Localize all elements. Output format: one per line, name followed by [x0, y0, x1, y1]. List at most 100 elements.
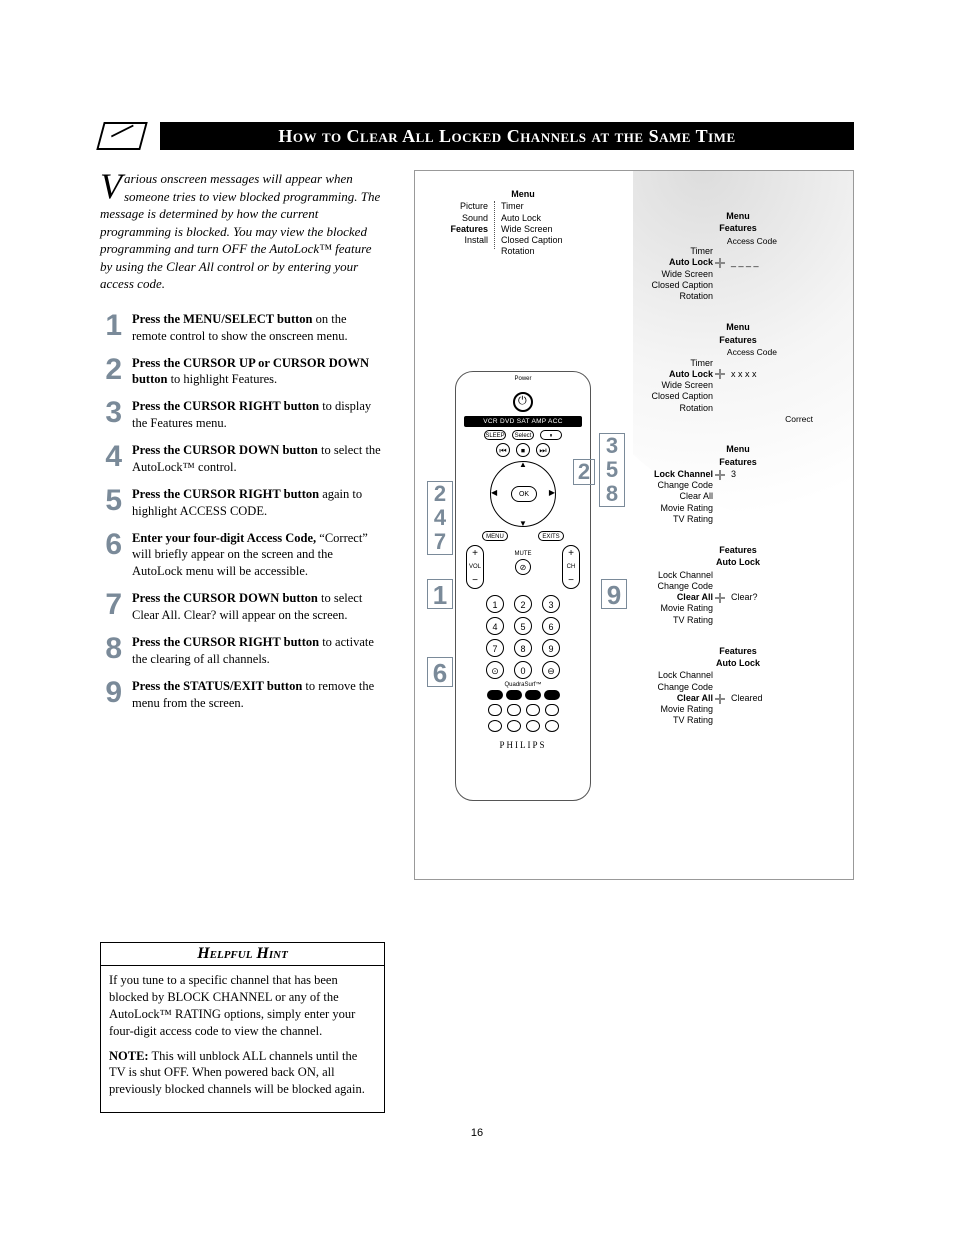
osd-item: Movie Rating [643, 603, 713, 614]
step-1: 1 Press the MENU/SELECT button on the re… [100, 311, 384, 345]
swap-button[interactable] [526, 704, 540, 716]
step-number: 3 [100, 398, 122, 428]
color-btn-4[interactable] [544, 690, 560, 700]
page-title: How to Clear All Locked Channels at the … [160, 122, 854, 150]
stop-button[interactable]: ⏹ [516, 443, 530, 457]
menu-button[interactable]: MENU [482, 531, 508, 541]
keypad-8[interactable]: 8 [514, 639, 532, 657]
freeze-button[interactable] [507, 704, 521, 716]
step-5: 5 Press the CURSOR RIGHT button again to… [100, 486, 384, 520]
osd-item: TV Rating [643, 615, 713, 626]
prev-button[interactable]: ⏮ [496, 443, 510, 457]
keypad-3[interactable]: 3 [542, 595, 560, 613]
cursor-down[interactable]: ▼ [519, 519, 527, 528]
volume-rocker[interactable]: +VOL− [466, 545, 484, 589]
osd-row: Change Code [643, 480, 833, 491]
extra-3[interactable] [526, 720, 540, 732]
intro-text: arious onscreen messages will appear whe… [100, 171, 380, 291]
keypad-⊖[interactable]: ⊖ [542, 661, 560, 679]
osd-row: Clear All Clear? [643, 592, 833, 603]
keypad-4[interactable]: 4 [486, 617, 504, 635]
osd-title2: Features [643, 457, 833, 468]
osd-item: Auto Lock [643, 257, 713, 268]
extra-4[interactable] [545, 720, 559, 732]
osd-title1: Menu [643, 322, 833, 333]
osd-item: Lock Channel [643, 469, 713, 480]
color-btn-2[interactable] [506, 690, 522, 700]
step-number: 1 [100, 311, 122, 341]
menu-item: Wide Screen [501, 224, 591, 235]
osd-item: Clear All [643, 491, 713, 502]
dropcap: V [100, 170, 124, 200]
left-column: Various onscreen messages will appear wh… [100, 170, 384, 880]
cursor-left[interactable]: ◀ [491, 488, 497, 497]
menu-exit-row: MENU EXITS [456, 531, 590, 541]
hint-p1: If you tune to a specific channel that h… [109, 972, 376, 1040]
color-btn-3[interactable] [525, 690, 541, 700]
callout-9: 9 [601, 579, 627, 609]
keypad-2[interactable]: 2 [514, 595, 532, 613]
cursor-up[interactable]: ▲ [519, 460, 527, 469]
mute-label: MUTE [515, 551, 532, 557]
pause-button[interactable]: ⏸ [540, 430, 562, 440]
menu-item: Rotation [501, 246, 591, 257]
osd-screen: Menu Features Access Code Timer Auto Loc… [643, 211, 833, 302]
osd-item: TV Rating [643, 715, 713, 726]
helpful-hint-box: Helpful Hint If you tune to a specific c… [100, 942, 385, 1113]
pip-button[interactable] [488, 704, 502, 716]
exit-button[interactable]: EXITS [538, 531, 564, 541]
keypad-9[interactable]: 9 [542, 639, 560, 657]
osd-item: Change Code [643, 682, 713, 693]
remote-control: Power VCR DVD SAT AMP ACC SLEEP Select ⏸… [455, 371, 591, 801]
callout-stack-left: 2 4 7 [427, 481, 453, 555]
osd-screen: Features Auto Lock Lock Channel Change C… [643, 646, 833, 727]
color-btn-1[interactable] [487, 690, 503, 700]
osd-row: Closed Caption [643, 391, 833, 402]
quadrasurf-label: QuadraSurf™ [456, 682, 590, 688]
osd-row: Movie Rating [643, 704, 833, 715]
keypad-6[interactable]: 6 [542, 617, 560, 635]
content-row: Various onscreen messages will appear wh… [100, 170, 854, 880]
osd-item: Rotation [643, 291, 713, 302]
ok-button[interactable]: OK [511, 486, 537, 502]
hint-body: If you tune to a specific channel that h… [101, 966, 384, 1112]
nav-ring[interactable]: ▲ ▼ ◀ ▶ OK [490, 461, 556, 527]
keypad-0[interactable]: 0 [514, 661, 532, 679]
step-4: 4 Press the CURSOR DOWN button to select… [100, 442, 384, 476]
osd-row: Change Code [643, 581, 833, 592]
page-number: 16 [0, 1127, 954, 1139]
keypad-7[interactable]: 7 [486, 639, 504, 657]
sleep-button[interactable]: SLEEP [484, 430, 506, 440]
power-button[interactable] [513, 392, 533, 412]
osd-title1: Features [643, 646, 833, 657]
channel-rocker[interactable]: +CH− [562, 545, 580, 589]
osd-title2: Auto Lock [643, 658, 833, 669]
step-text: Press the CURSOR RIGHT button to display… [132, 398, 384, 432]
cursor-right[interactable]: ▶ [549, 488, 555, 497]
osd-row: Rotation [643, 403, 833, 414]
osd-item: Wide Screen [643, 269, 713, 280]
keypad-5[interactable]: 5 [514, 617, 532, 635]
menu-item: Auto Lock [501, 213, 591, 224]
menu-item: Install [433, 235, 488, 246]
pipch-button[interactable] [545, 704, 559, 716]
mute-button[interactable]: ⊘ [515, 559, 531, 575]
select-button[interactable]: Select [512, 430, 534, 440]
next-button[interactable]: ⏭ [536, 443, 550, 457]
step-9: 9 Press the STATUS/EXIT button to remove… [100, 678, 384, 712]
step-number: 2 [100, 355, 122, 385]
keypad-1[interactable]: 1 [486, 595, 504, 613]
keypad-⊙[interactable]: ⊙ [486, 661, 504, 679]
osd-item: Wide Screen [643, 380, 713, 391]
extra-1[interactable] [488, 720, 502, 732]
hint-title: Helpful Hint [101, 943, 384, 966]
osd-row: Auto Lock _ _ _ _ [643, 257, 833, 268]
osd-row: Movie Rating [643, 503, 833, 514]
status-label: Access Code [643, 347, 777, 358]
step-number: 8 [100, 634, 122, 664]
step-text: Press the CURSOR RIGHT button to activat… [132, 634, 384, 668]
extra-2[interactable] [507, 720, 521, 732]
callout-stack-right: 3 5 8 [599, 433, 625, 507]
osd-row: Lock Channel [643, 570, 833, 581]
step-2: 2 Press the CURSOR UP or CURSOR DOWN but… [100, 355, 384, 389]
